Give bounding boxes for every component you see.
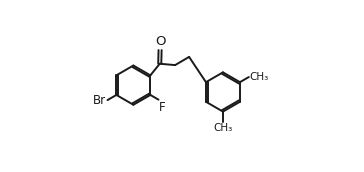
Text: O: O [155,35,165,48]
Text: CH₃: CH₃ [213,123,233,133]
Text: CH₃: CH₃ [250,72,269,82]
Text: Br: Br [94,94,107,107]
Text: F: F [159,100,166,114]
